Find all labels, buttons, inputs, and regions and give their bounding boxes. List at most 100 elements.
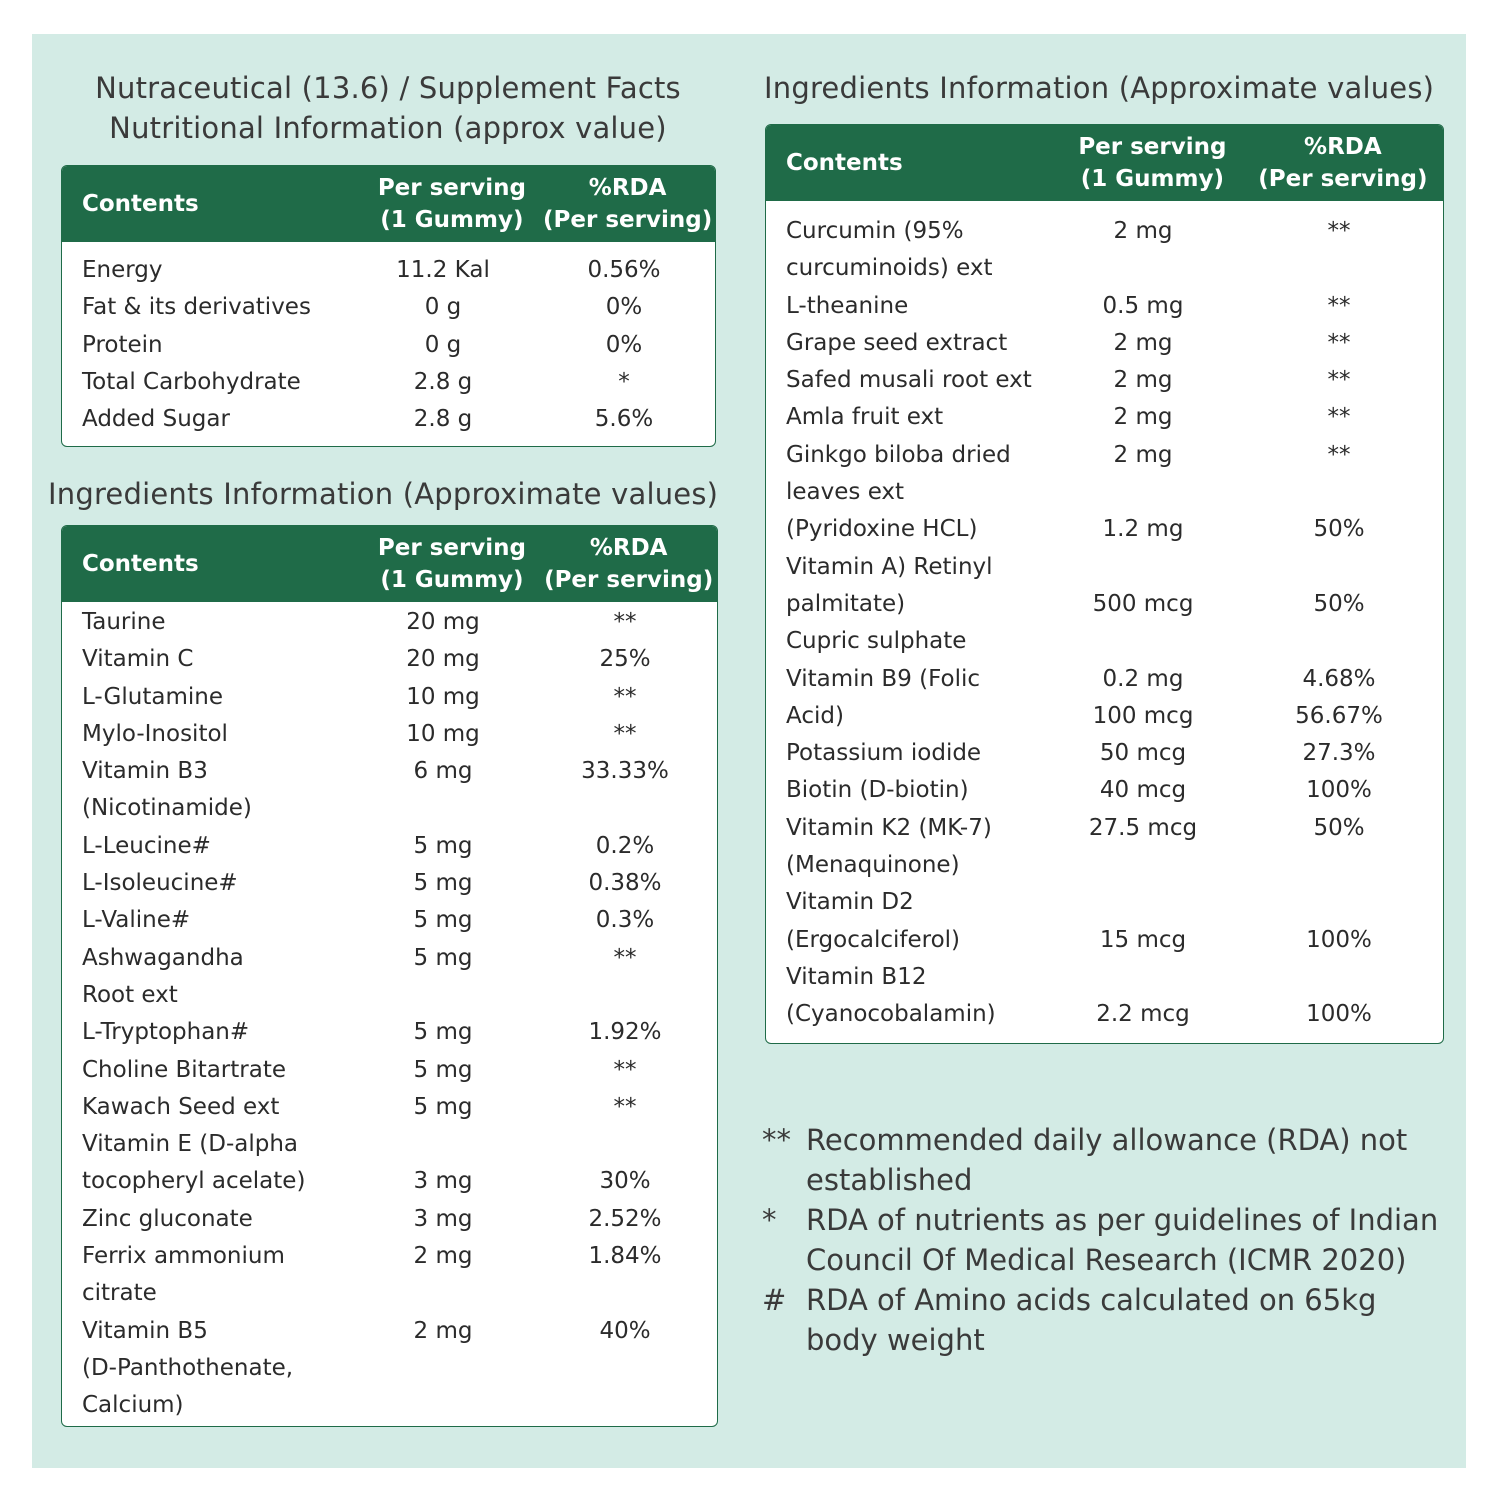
per-serving-value: 0 g [424, 331, 462, 358]
ingredient-name: L-Glutamine [82, 683, 223, 710]
ingredient-name: palmitate) [786, 590, 906, 617]
rda-value: 5.6% [594, 406, 654, 433]
footnote-symbol: ** [762, 1123, 791, 1157]
ingredient-name: Vitamin K2 (MK-7) [786, 814, 992, 841]
table-row: Safed musali root ext 2 mg ** [766, 362, 1443, 399]
table-row: Vitamin D2 [766, 884, 1443, 921]
header-per-serving-line1: Per serving [1078, 134, 1227, 160]
footnote-text: RDA of Amino acids calculated on 65kg bo… [806, 1283, 1377, 1357]
table-row: Energy 11.2 Kal 0.56% [62, 252, 715, 289]
ingredient-name: Calcium) [82, 1392, 184, 1419]
rda-value: 0% [605, 331, 643, 358]
table-row: (Ergocalciferol) 15 mcg 100% [766, 922, 1443, 959]
table-row: Vitamin B3 6 mg 33.33% [62, 753, 717, 790]
ingredient-name: Fat & its derivatives [82, 294, 311, 321]
header-per-serving: Per serving (1 Gummy) [1062, 131, 1243, 195]
ingredient-name: (Menaquinone) [786, 852, 960, 879]
supplement-facts-title: Nutraceutical (13.6) / Supplement Facts … [62, 68, 714, 148]
table-row: Mylo-Inositol 10 mg ** [62, 716, 717, 753]
ingredient-name: Vitamin B3 [82, 758, 208, 785]
ingredient-name: Choline Bitartrate [82, 1056, 287, 1083]
rda-value [1236, 250, 1442, 287]
table-row: Calcium) [62, 1387, 717, 1424]
rda-value: 100% [1306, 1001, 1372, 1028]
per-serving-value: 2 mg [1113, 441, 1173, 468]
table-row: Vitamin A) Retinyl [766, 549, 1443, 586]
per-serving-value [352, 1275, 534, 1312]
rda-value: 50% [1313, 516, 1365, 543]
per-serving-value [1050, 250, 1236, 287]
ingredient-name: Ginkgo biloba dried [786, 441, 1011, 468]
per-serving-value: 2 mg [1113, 329, 1173, 356]
ingredient-name: tocopheryl acelate) [82, 1168, 306, 1195]
table-row: curcuminoids) ext [766, 250, 1443, 287]
ingredient-name: Potassium iodide [786, 740, 982, 767]
ingredient-name: Amla fruit ext [786, 404, 944, 431]
table-row: Total Carbohydrate 2.8 g * [62, 364, 715, 401]
rda-value: ** [613, 1056, 637, 1083]
per-serving-value [352, 1350, 534, 1387]
ingredient-name: (Pyridoxine HCL) [786, 516, 978, 543]
rda-value: 2.52% [588, 1205, 662, 1232]
rda-value: 0.56% [587, 257, 661, 283]
table-row: citrate [62, 1275, 717, 1312]
per-serving-value: 2.8 g [413, 368, 473, 395]
supplement-facts-title-line2: Nutritional Information (approx value) [109, 111, 667, 145]
per-serving-value [352, 977, 534, 1014]
header-per-serving-line2: (1 Gummy) [1080, 166, 1224, 192]
nutrition-facts-table-header: Contents Per serving (1 Gummy) %RDA (Per… [62, 166, 715, 242]
per-serving-value: 27.5 mcg [1088, 814, 1198, 841]
per-serving-value: 2.2 mcg [1096, 1001, 1190, 1028]
table-row: Vitamin K2 (MK-7) 27.5 mcg 50% [766, 810, 1443, 847]
per-serving-value: 20 mg [406, 646, 480, 673]
rda-value: 0.38% [588, 870, 662, 897]
header-per-serving-line2: (1 Gummy) [380, 567, 524, 593]
table-row: Grape seed extract 2 mg ** [766, 325, 1443, 362]
per-serving-value: 0.2 mg [1102, 665, 1184, 692]
ingredient-name: Curcumin (95% [786, 218, 964, 244]
ingredient-name: Taurine [82, 609, 166, 635]
rda-value: ** [1327, 292, 1351, 319]
ingredient-name: Added Sugar [82, 406, 230, 433]
per-serving-value: 5 mg [413, 1093, 473, 1120]
ingredient-name: Root ext [82, 981, 178, 1008]
per-serving-value: 100 mcg [1092, 702, 1194, 729]
per-serving-value [352, 1387, 534, 1424]
rda-value [1236, 474, 1442, 511]
table-row: leaves ext [766, 474, 1443, 511]
ingredient-name: (Nicotinamide) [82, 795, 252, 822]
rda-value: ** [1327, 404, 1351, 431]
rda-value: 56.67% [1295, 702, 1383, 729]
header-contents: Contents [82, 191, 199, 217]
per-serving-value [1050, 884, 1236, 921]
table-row: Taurine 20 mg ** [62, 604, 717, 641]
per-serving-value: 6 mg [413, 758, 473, 785]
rda-value: 100% [1306, 926, 1372, 953]
table-row: Cupric sulphate [766, 623, 1443, 660]
rda-value: ** [1327, 367, 1351, 394]
ingredient-name: L-theanine [786, 292, 909, 319]
per-serving-value: 2 mg [1113, 367, 1173, 394]
ingredient-name: curcuminoids) ext [786, 255, 993, 282]
ingredient-name: L-Isoleucine# [82, 870, 238, 897]
per-serving-value: 5 mg [413, 1019, 473, 1046]
per-serving-value: 3 mg [413, 1205, 473, 1232]
table-row: Vitamin E (D-alpha [62, 1126, 717, 1163]
table-row: Biotin (D-biotin) 40 mcg 100% [766, 772, 1443, 809]
footnote-text: Recommended daily allowance (RDA) not es… [806, 1123, 1408, 1197]
footnote-text: RDA of nutrients as per guidelines of In… [806, 1203, 1439, 1277]
rda-value [534, 1275, 716, 1312]
ingredient-name: L-Tryptophan# [82, 1019, 250, 1046]
footnote-symbol: # [762, 1283, 787, 1317]
per-serving-value: 10 mg [406, 720, 480, 747]
rda-value [1236, 847, 1442, 884]
rda-value: 0% [605, 294, 643, 321]
rda-value [534, 1126, 716, 1163]
rda-value [534, 1350, 716, 1387]
rda-value: * [618, 368, 630, 395]
per-serving-value: 0.5 mg [1102, 292, 1184, 319]
ingredient-name: Vitamin D2 [786, 889, 914, 916]
table-row: Protein 0 g 0% [62, 327, 715, 364]
rda-value: 1.92% [588, 1019, 662, 1046]
rda-value: 25% [599, 646, 651, 673]
